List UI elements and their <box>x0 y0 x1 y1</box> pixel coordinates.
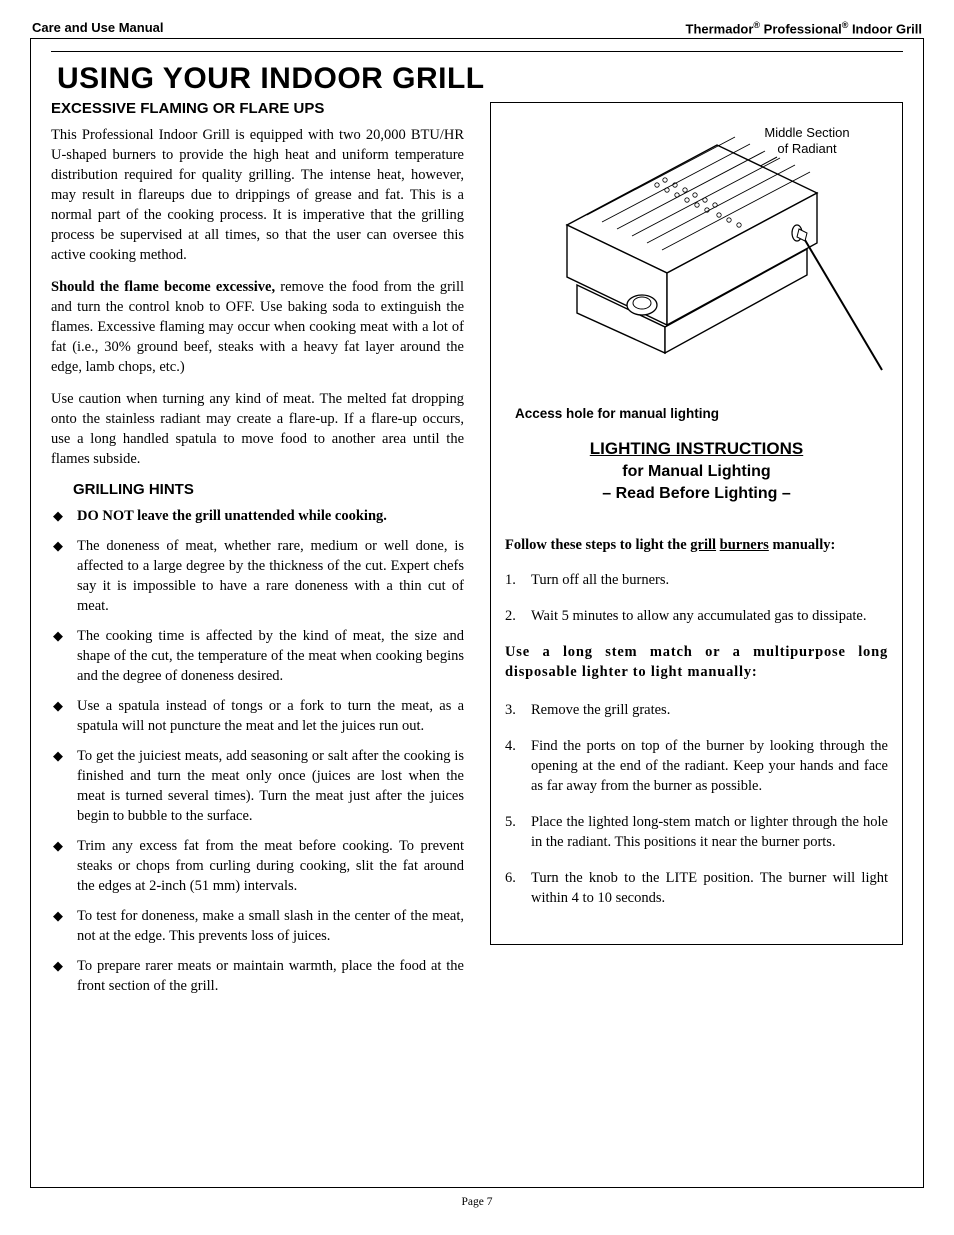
hints-list: DO NOT leave the grill unattended while … <box>51 506 464 996</box>
main-title: USING YOUR INDOOR GRILL <box>57 62 903 96</box>
subhead-flaming: EXCESSIVE FLAMING OR FLARE UPS <box>51 100 464 117</box>
para-caution: Use caution when turning any kind of mea… <box>51 389 464 469</box>
grill-diagram-svg: Middle Section of Radiant <box>507 115 887 395</box>
subhead-hints: GRILLING HINTS <box>73 481 464 498</box>
right-column: Middle Section of Radiant <box>490 100 903 1006</box>
hint-item: The doneness of meat, whether rare, medi… <box>51 536 464 616</box>
fig-label-line2: of Radiant <box>777 141 837 156</box>
para-excessive-bold: Should the flame become excessive, <box>51 279 275 295</box>
hint-item: To get the juiciest meats, add seasoning… <box>51 746 464 826</box>
step-item: Place the lighted long-stem match or lig… <box>505 812 888 852</box>
page-number: Page 7 <box>30 1196 924 1208</box>
hint-item: To test for doneness, make a small slash… <box>51 906 464 946</box>
step-item: Wait 5 minutes to allow any accumulated … <box>505 606 888 626</box>
hint-item: To prepare rarer meats or maintain warmt… <box>51 956 464 996</box>
step-item: Turn the knob to the LITE position. The … <box>505 868 888 908</box>
steps-list-b: Remove the grill grates. Find the ports o… <box>505 700 888 908</box>
fig-label-line1: Middle Section <box>764 125 849 140</box>
lighting-title: LIGHTING INSTRUCTIONS <box>505 439 888 459</box>
lighting-subtitle: for Manual Lighting – Read Before Lighti… <box>505 461 888 504</box>
para-intro: This Professional Indoor Grill is equipp… <box>51 125 464 265</box>
steps-list-a: Turn off all the burners. Wait 5 minutes … <box>505 570 888 626</box>
page-border: USING YOUR INDOOR GRILL EXCESSIVE FLAMIN… <box>30 38 924 1188</box>
header-left: Care and Use Manual <box>32 20 164 36</box>
top-rule <box>51 51 903 52</box>
step-item: Remove the grill grates. <box>505 700 888 720</box>
hint-item: Use a spatula instead of tongs or a fork… <box>51 696 464 736</box>
para-excessive: Should the flame become excessive, remov… <box>51 277 464 377</box>
step-item: Find the ports on top of the burner by l… <box>505 736 888 796</box>
header-right: Thermador® Professional® Indoor Grill <box>686 20 923 36</box>
hint-item: DO NOT leave the grill unattended while … <box>51 506 464 526</box>
left-column: EXCESSIVE FLAMING OR FLARE UPS This Prof… <box>51 100 464 1006</box>
step-item: Turn off all the burners. <box>505 570 888 590</box>
hint-item: The cooking time is affected by the kind… <box>51 626 464 686</box>
figure-box: Middle Section of Radiant <box>490 102 903 945</box>
hint-item: Trim any excess fat from the meat before… <box>51 836 464 896</box>
mid-instruction: Use a long stem match or a multipurpose … <box>505 642 888 683</box>
follow-steps-intro: Follow these steps to light the grill bu… <box>505 537 888 554</box>
figure-caption: Access hole for manual lighting <box>515 406 888 421</box>
